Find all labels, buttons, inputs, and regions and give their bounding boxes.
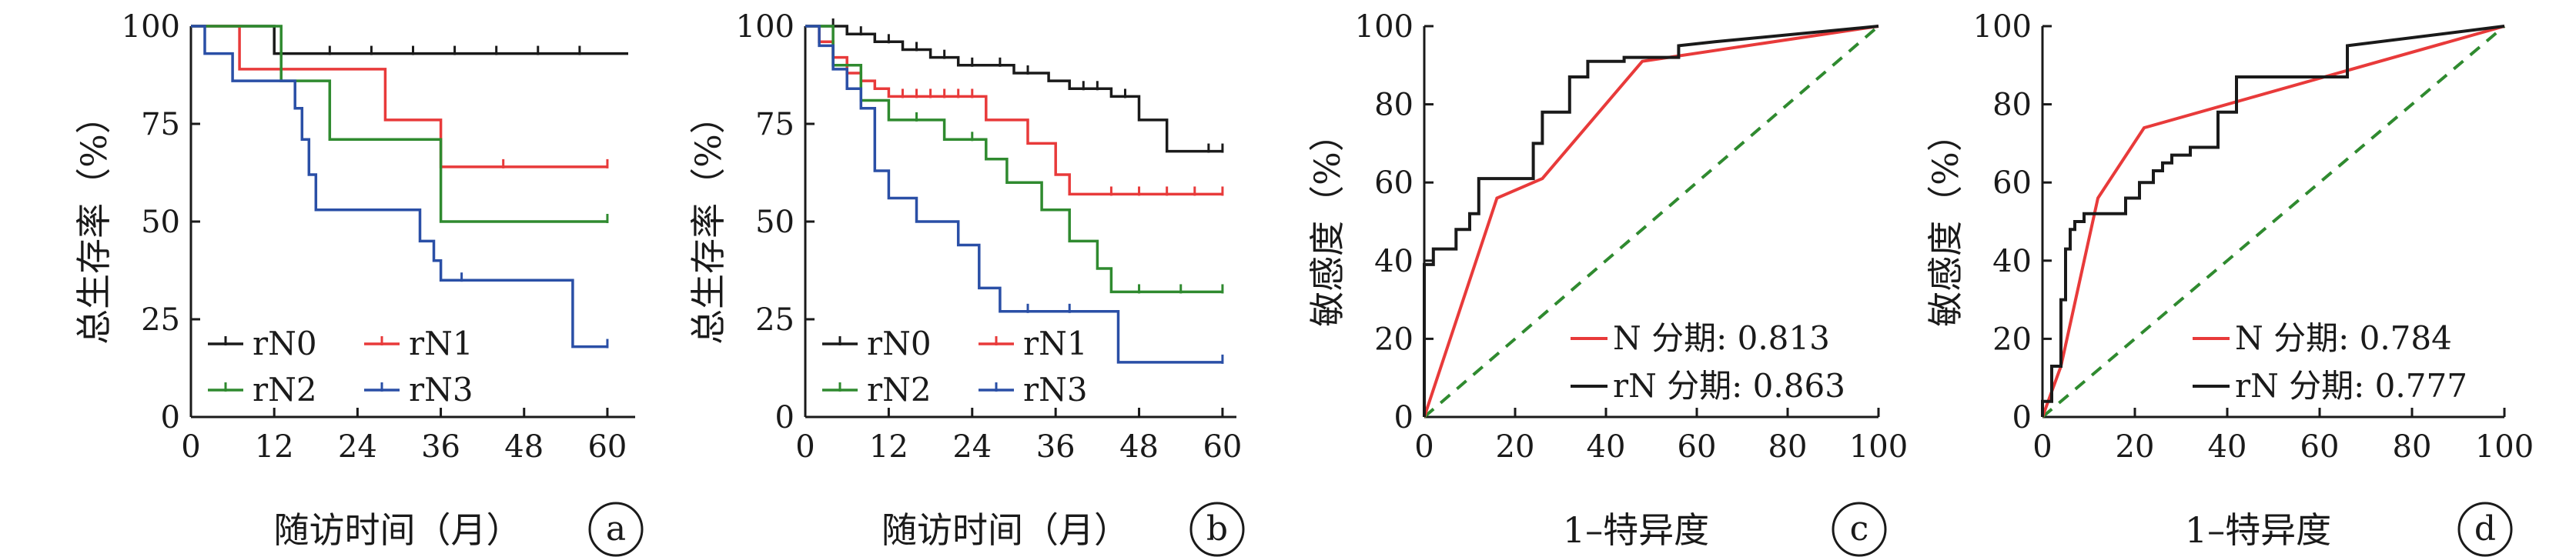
y-axis-label: 总生存率（%）: [73, 98, 115, 345]
series-line-rN3: [805, 25, 1223, 364]
reference-diagonal: [1423, 25, 1880, 419]
legend-label-rN3: rN3: [1023, 371, 1088, 409]
legend-label-0: N 分期: 0.813: [1613, 319, 1830, 357]
x-tick-label: 36: [421, 429, 460, 465]
x-axis-label: 1–特异度: [2185, 509, 2331, 551]
x-tick-label: 24: [338, 429, 377, 465]
series-line-rN2: [805, 25, 1223, 294]
y-tick-label: 25: [755, 302, 795, 338]
series-line-N 分期: 0.813: [1423, 25, 1879, 418]
panel-letter: b: [1206, 509, 1228, 549]
legend-label-rN2: rN2: [253, 371, 317, 409]
x-tick-label: 12: [255, 429, 294, 465]
reference-diagonal: [2041, 25, 2506, 419]
y-tick-label: 40: [1992, 244, 2032, 279]
y-axis-label: 总生存率（%）: [687, 98, 729, 345]
series-line-rN1: [191, 25, 607, 168]
x-tick-label: 60: [587, 429, 627, 465]
x-tick-label: 48: [504, 429, 544, 465]
y-tick-label: 20: [1374, 322, 1413, 357]
x-tick-label: 20: [1496, 429, 1535, 465]
panel-letter: a: [606, 509, 626, 549]
y-tick-label: 60: [1374, 165, 1413, 201]
y-tick-label: 0: [1394, 400, 1413, 435]
y-tick-label: 60: [1992, 165, 2032, 201]
series-line-rN 分期: 0.863: [1423, 25, 1879, 417]
x-tick-label: 0: [181, 429, 200, 465]
panel-letter: d: [2474, 509, 2496, 549]
panel-letter: c: [1850, 509, 1869, 549]
panel-c: 0 20 40 60 80 100 0 20 40 60 80 100 1–特异度 敏感度（%） c N 分期…: [1306, 9, 1908, 557]
y-axis-label: 敏感度（%）: [1925, 116, 1966, 327]
legend-label-0: N 分期: 0.784: [2235, 319, 2452, 357]
y-tick-label: 20: [1992, 322, 2032, 357]
series-line-rN1: [805, 25, 1223, 196]
y-tick-label: 80: [1374, 88, 1413, 123]
series-line-rN0: [191, 25, 628, 55]
y-tick-label: 100: [1973, 9, 2032, 45]
legend-label-rN2: rN2: [867, 371, 932, 409]
x-tick-label: 40: [2208, 429, 2247, 465]
panel-letter-circle: [588, 502, 644, 557]
y-tick-label: 75: [755, 107, 795, 142]
y-tick-label: 100: [122, 9, 180, 45]
y-tick-label: 50: [141, 205, 180, 240]
series-line-rN0: [805, 25, 1223, 153]
y-tick-label: 80: [1992, 88, 2032, 123]
x-axis-label: 随访时间（月）: [274, 509, 522, 551]
legend-label-1: rN 分期: 0.863: [1613, 367, 1845, 405]
x-tick-label: 24: [952, 429, 992, 465]
y-tick-label: 75: [141, 107, 180, 142]
legend-label-rN3: rN3: [409, 371, 473, 409]
y-tick-label: 0: [161, 400, 180, 435]
panel-a: 0 25 50 75 100 0 12 24 36 48 60 随访时间（月） 总生存率（%） a rN0 r…: [73, 9, 644, 557]
legend-label-rN1: rN1: [409, 325, 473, 362]
y-tick-label: 100: [1355, 9, 1413, 45]
x-tick-label: 80: [1768, 429, 1808, 465]
series-line-rN3: [191, 25, 607, 349]
x-tick-label: 80: [2393, 429, 2432, 465]
y-axis-label: 敏感度（%）: [1306, 116, 1348, 327]
x-tick-label: 0: [1414, 429, 1434, 465]
y-tick-label: 50: [755, 205, 795, 240]
panel-letter-circle: [1189, 502, 1245, 557]
legend-label-1: rN 分期: 0.777: [2235, 367, 2467, 405]
x-tick-label: 100: [1849, 429, 1908, 465]
x-tick-label: 0: [2032, 429, 2052, 465]
panel-letter-circle: [1832, 502, 1887, 557]
x-tick-label: 60: [1678, 429, 1717, 465]
x-tick-label: 60: [1203, 429, 1242, 465]
legend-label-rN0: rN0: [867, 325, 932, 362]
x-tick-label: 60: [2300, 429, 2340, 465]
y-tick-label: 100: [736, 9, 795, 45]
legend-label-rN0: rN0: [253, 325, 317, 362]
panel-b: 0 25 50 75 100 0 12 24 36 48 60 随访时间（月） 总生存率（%） b rN0 r…: [687, 9, 1245, 557]
legend-label-rN1: rN1: [1023, 325, 1088, 362]
x-tick-label: 36: [1036, 429, 1076, 465]
series-line-N 分期: 0.784: [2041, 25, 2505, 418]
y-tick-label: 0: [775, 400, 795, 435]
x-tick-label: 20: [2116, 429, 2155, 465]
x-tick-label: 0: [795, 429, 815, 465]
series-line-rN 分期: 0.777: [2041, 25, 2505, 417]
panel-d: 0 20 40 60 80 100 0 20 40 60 80 100 1–特异度 敏感度（%） d N 分期…: [1925, 9, 2534, 557]
x-tick-label: 48: [1119, 429, 1159, 465]
panel-letter-circle: [2457, 502, 2513, 557]
y-tick-label: 40: [1374, 244, 1413, 279]
x-axis-label: 1–特异度: [1563, 509, 1709, 551]
y-tick-label: 0: [2012, 400, 2032, 435]
x-tick-label: 40: [1587, 429, 1626, 465]
x-axis-label: 随访时间（月）: [882, 509, 1129, 551]
y-tick-label: 25: [141, 302, 180, 338]
series-line-rN2: [191, 25, 607, 223]
x-tick-label: 12: [869, 429, 908, 465]
x-tick-label: 100: [2475, 429, 2534, 465]
